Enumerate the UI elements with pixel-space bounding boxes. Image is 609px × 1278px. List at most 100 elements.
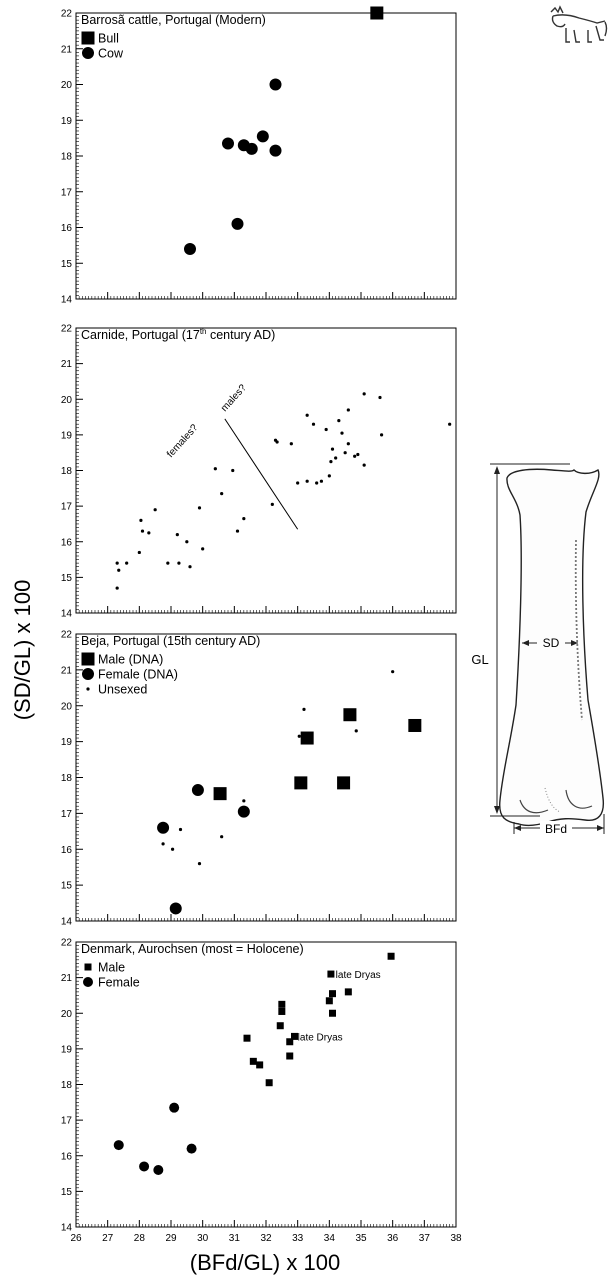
data-point — [448, 422, 452, 426]
data-point — [153, 508, 157, 512]
data-point — [140, 529, 145, 533]
data-point — [370, 6, 384, 20]
panel-title: Carnide, Portugal (17th century AD) — [81, 327, 275, 342]
data-point — [325, 997, 333, 1005]
data-point — [213, 787, 227, 801]
x-tick-label: 37 — [419, 1233, 431, 1244]
data-point — [278, 1000, 286, 1008]
data-point — [169, 1102, 180, 1113]
y-tick-label: 15 — [61, 1187, 73, 1198]
data-point — [329, 990, 336, 998]
legend-marker — [84, 963, 92, 971]
data-point — [330, 447, 335, 451]
legend-label: Male (DNA) — [98, 653, 163, 667]
data-point — [327, 474, 331, 478]
legend-marker — [82, 47, 94, 59]
annotation-late-dryas: late Dryas — [298, 1032, 343, 1043]
panel-4: 14 15 16 17 18 19 20 21 22 26 27 28 29 30 31 32 33 34 35 36… — [61, 938, 462, 1245]
x-tick-label: 31 — [229, 1233, 241, 1244]
x-tick-label: 38 — [450, 1233, 462, 1244]
data-point — [291, 1032, 298, 1040]
data-point — [213, 467, 217, 471]
data-point — [337, 419, 341, 423]
data-point — [137, 550, 141, 555]
y-tick-label: 18 — [61, 1080, 73, 1091]
data-point — [346, 442, 350, 446]
annotation-males: males? — [219, 382, 249, 414]
y-tick-label: 14 — [61, 1223, 73, 1234]
y-tick-label: 18 — [61, 466, 73, 477]
data-point — [153, 1165, 164, 1175]
bfd-label: BFd — [545, 822, 567, 836]
y-tick-label: 17 — [61, 187, 73, 198]
data-point — [311, 422, 316, 426]
data-point — [286, 1038, 294, 1046]
y-tick-label: 19 — [61, 116, 73, 127]
data-point — [276, 1022, 284, 1030]
data-point — [147, 531, 151, 535]
data-point — [379, 433, 384, 437]
data-point — [408, 718, 422, 732]
y-tick-label: 14 — [61, 295, 73, 306]
y-axis-title: (SD/GL) x 100 — [10, 580, 35, 721]
legend-marker — [86, 687, 90, 691]
data-point — [289, 442, 293, 446]
data-point — [286, 1052, 294, 1060]
data-point — [329, 459, 333, 464]
y-tick-label: 15 — [61, 881, 73, 892]
legend-marker — [81, 652, 95, 666]
y-tick-label: 22 — [61, 630, 73, 641]
panel-3: 14 15 16 17 18 19 20 21 22 Beja, Portugal (15th c… — [61, 630, 457, 928]
annotation-females: females? — [165, 422, 201, 460]
data-point — [242, 799, 246, 803]
data-point — [344, 988, 352, 996]
data-point — [324, 427, 328, 432]
legend-marker — [82, 668, 94, 680]
data-point — [178, 827, 183, 832]
data-point — [334, 456, 338, 460]
data-point — [115, 561, 119, 565]
data-point — [343, 708, 357, 722]
data-point — [237, 805, 250, 818]
y-tick-label: 20 — [61, 80, 73, 91]
data-point — [353, 454, 357, 458]
y-tick-label: 17 — [61, 809, 73, 820]
data-point — [139, 1161, 150, 1172]
data-point — [117, 568, 121, 572]
y-tick-label: 20 — [61, 395, 73, 406]
data-point — [387, 952, 395, 960]
data-point — [113, 1140, 124, 1151]
panel-1: 14 15 16 17 18 19 20 21 22 Barrosã cattle, Portug… — [61, 6, 457, 306]
data-point — [166, 561, 170, 565]
y-tick-label: 15 — [61, 573, 73, 584]
x-axis-title: (BFd/GL) x 100 — [190, 1250, 340, 1275]
data-point — [362, 392, 366, 396]
data-point — [340, 431, 344, 435]
y-tick-label: 16 — [61, 223, 73, 234]
data-point — [256, 1061, 264, 1069]
data-point — [337, 776, 351, 790]
y-tick-label: 20 — [61, 701, 73, 712]
data-point — [170, 847, 175, 851]
cow-icon — [550, 5, 608, 43]
data-point — [157, 821, 170, 834]
y-tick-label: 17 — [61, 1116, 73, 1127]
data-point — [231, 468, 235, 473]
legend-label: Female — [98, 976, 140, 990]
y-tick-label: 19 — [61, 430, 73, 441]
x-tick-label: 30 — [197, 1233, 209, 1244]
data-point — [175, 533, 179, 537]
data-point — [305, 413, 309, 417]
data-point — [391, 670, 395, 674]
y-tick-label: 18 — [61, 773, 73, 784]
data-point — [296, 481, 300, 485]
data-point — [269, 144, 282, 157]
data-point — [197, 862, 202, 866]
sd-label: SD — [543, 636, 560, 650]
x-tick-label: 32 — [260, 1233, 272, 1244]
y-tick-label: 21 — [61, 359, 73, 370]
data-point — [186, 1143, 197, 1154]
data-point — [265, 1079, 273, 1087]
data-point — [300, 731, 314, 745]
